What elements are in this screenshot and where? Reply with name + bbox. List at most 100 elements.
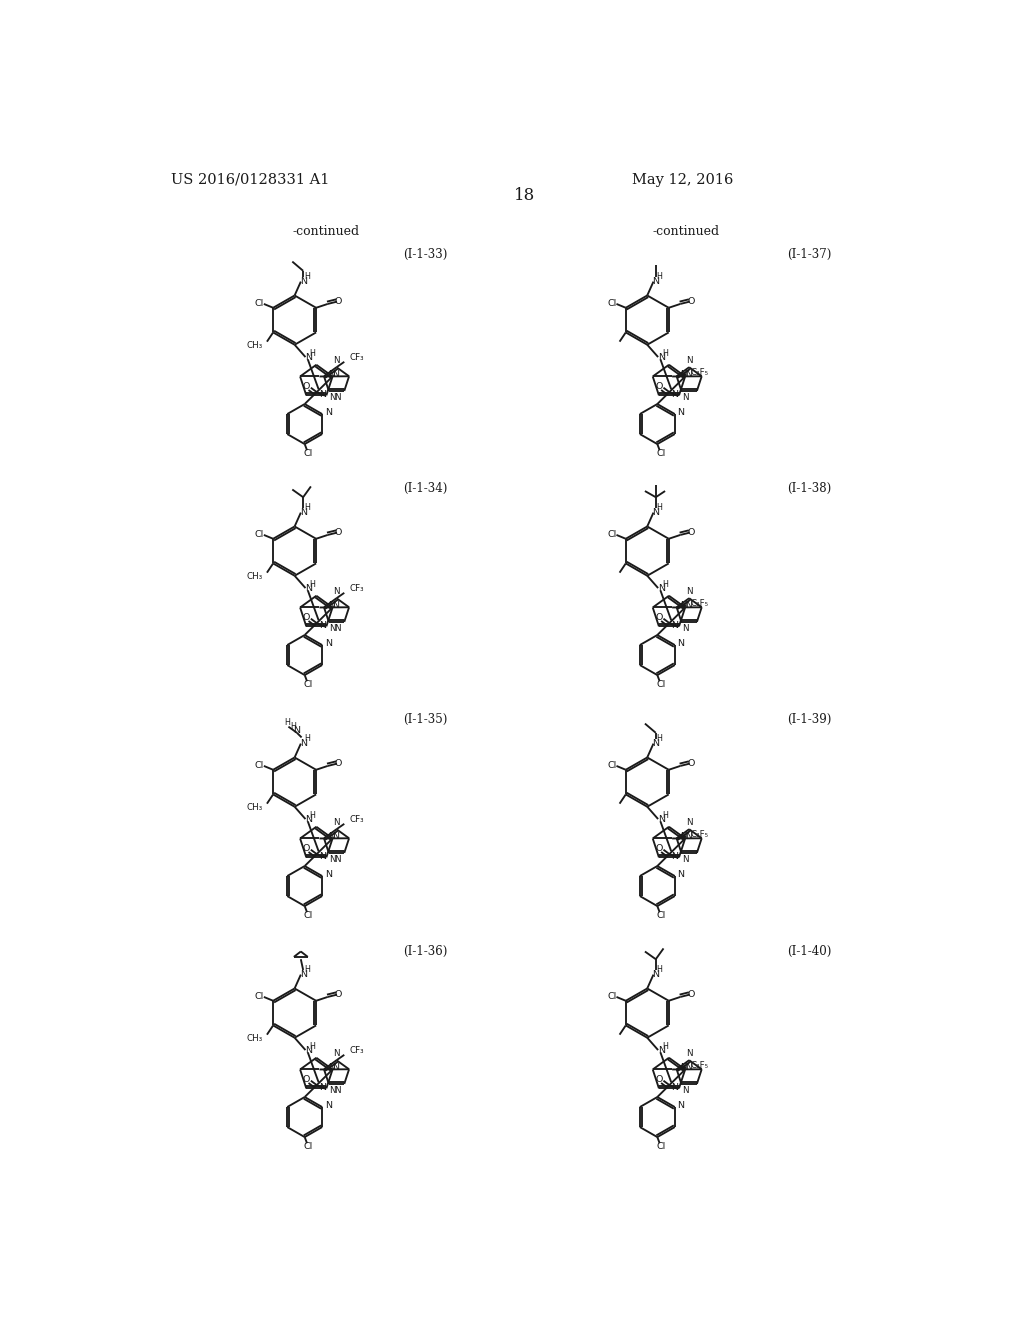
Text: N: N bbox=[300, 508, 306, 517]
Text: O: O bbox=[335, 759, 342, 768]
Text: N: N bbox=[685, 1064, 692, 1072]
Text: N: N bbox=[328, 370, 334, 379]
Text: N: N bbox=[686, 356, 692, 364]
Text: H: H bbox=[656, 734, 663, 743]
Text: H: H bbox=[663, 1041, 668, 1051]
Text: N: N bbox=[325, 639, 332, 648]
Text: N: N bbox=[672, 1084, 679, 1092]
Text: -continued: -continued bbox=[652, 224, 720, 238]
Text: CF₃: CF₃ bbox=[349, 354, 364, 363]
Text: N: N bbox=[678, 870, 684, 879]
Text: N: N bbox=[305, 583, 312, 593]
Text: N: N bbox=[334, 1085, 341, 1094]
Text: Cl: Cl bbox=[656, 449, 666, 458]
Text: N: N bbox=[333, 1049, 340, 1057]
Text: N: N bbox=[657, 814, 665, 824]
Text: N: N bbox=[686, 1049, 692, 1057]
Text: N: N bbox=[325, 1101, 332, 1110]
Text: H: H bbox=[663, 810, 668, 820]
Text: N: N bbox=[305, 1045, 312, 1055]
Text: Cl: Cl bbox=[607, 762, 616, 771]
Text: N: N bbox=[334, 623, 341, 632]
Text: N: N bbox=[305, 814, 312, 824]
Text: -continued: -continued bbox=[292, 224, 359, 238]
Text: N: N bbox=[300, 739, 306, 748]
Text: N: N bbox=[305, 352, 312, 362]
Text: N: N bbox=[682, 392, 688, 401]
Text: CF₃: CF₃ bbox=[349, 1047, 364, 1056]
Text: Cl: Cl bbox=[656, 1142, 666, 1151]
Text: N: N bbox=[682, 854, 688, 863]
Text: Cl: Cl bbox=[304, 680, 313, 689]
Text: CF₃: CF₃ bbox=[349, 585, 364, 594]
Text: O: O bbox=[687, 759, 695, 768]
Text: N: N bbox=[657, 352, 665, 362]
Text: O: O bbox=[302, 1074, 310, 1084]
Text: Cl: Cl bbox=[607, 993, 616, 1002]
Text: N: N bbox=[652, 970, 659, 979]
Text: N: N bbox=[672, 622, 679, 630]
Text: N: N bbox=[332, 602, 339, 610]
Text: N: N bbox=[682, 623, 688, 632]
Text: CH₃: CH₃ bbox=[247, 341, 263, 350]
Text: N: N bbox=[680, 601, 687, 610]
Text: N: N bbox=[328, 601, 334, 610]
Text: O: O bbox=[655, 381, 663, 391]
Text: H: H bbox=[663, 348, 668, 358]
Text: Cl: Cl bbox=[255, 993, 264, 1002]
Text: Cl: Cl bbox=[304, 449, 313, 458]
Text: H: H bbox=[309, 579, 315, 589]
Text: O: O bbox=[302, 612, 310, 622]
Text: N: N bbox=[318, 391, 326, 399]
Text: (I-1-35): (I-1-35) bbox=[403, 713, 447, 726]
Text: N: N bbox=[332, 371, 339, 379]
Text: N: N bbox=[318, 622, 326, 630]
Text: O: O bbox=[335, 990, 342, 999]
Text: O: O bbox=[302, 381, 310, 391]
Text: H: H bbox=[290, 722, 296, 731]
Text: N: N bbox=[672, 853, 679, 861]
Text: N: N bbox=[330, 854, 336, 863]
Text: C₂F₅: C₂F₅ bbox=[691, 1061, 709, 1071]
Text: Cl: Cl bbox=[304, 1142, 313, 1151]
Text: H: H bbox=[304, 272, 310, 281]
Text: N: N bbox=[686, 818, 692, 826]
Text: O: O bbox=[302, 843, 310, 853]
Text: C₂F₅: C₂F₅ bbox=[691, 599, 709, 609]
Text: May 12, 2016: May 12, 2016 bbox=[632, 173, 733, 187]
Text: N: N bbox=[332, 1064, 339, 1072]
Text: N: N bbox=[325, 870, 332, 879]
Text: N: N bbox=[300, 970, 306, 979]
Text: O: O bbox=[655, 612, 663, 622]
Text: N: N bbox=[678, 639, 684, 648]
Text: H: H bbox=[304, 503, 310, 512]
Text: N: N bbox=[330, 1085, 336, 1094]
Text: N: N bbox=[652, 508, 659, 517]
Text: N: N bbox=[332, 833, 339, 841]
Text: Cl: Cl bbox=[255, 531, 264, 540]
Text: CF₃: CF₃ bbox=[349, 816, 364, 825]
Text: H: H bbox=[656, 965, 663, 974]
Text: (I-1-33): (I-1-33) bbox=[403, 248, 447, 261]
Text: N: N bbox=[685, 602, 692, 610]
Text: CH₃: CH₃ bbox=[247, 803, 263, 812]
Text: N: N bbox=[294, 726, 300, 735]
Text: O: O bbox=[655, 1074, 663, 1084]
Text: Cl: Cl bbox=[304, 911, 313, 920]
Text: O: O bbox=[687, 297, 695, 306]
Text: (I-1-34): (I-1-34) bbox=[403, 482, 447, 495]
Text: CH₃: CH₃ bbox=[247, 1034, 263, 1043]
Text: H: H bbox=[656, 272, 663, 281]
Text: N: N bbox=[680, 832, 687, 841]
Text: N: N bbox=[678, 408, 684, 417]
Text: H: H bbox=[304, 734, 310, 743]
Text: Cl: Cl bbox=[656, 911, 666, 920]
Text: O: O bbox=[335, 297, 342, 306]
Text: N: N bbox=[318, 1084, 326, 1092]
Text: Cl: Cl bbox=[607, 531, 616, 540]
Text: N: N bbox=[686, 587, 692, 595]
Text: 18: 18 bbox=[514, 187, 536, 203]
Text: N: N bbox=[333, 587, 340, 595]
Text: H: H bbox=[284, 718, 290, 726]
Text: N: N bbox=[678, 1101, 684, 1110]
